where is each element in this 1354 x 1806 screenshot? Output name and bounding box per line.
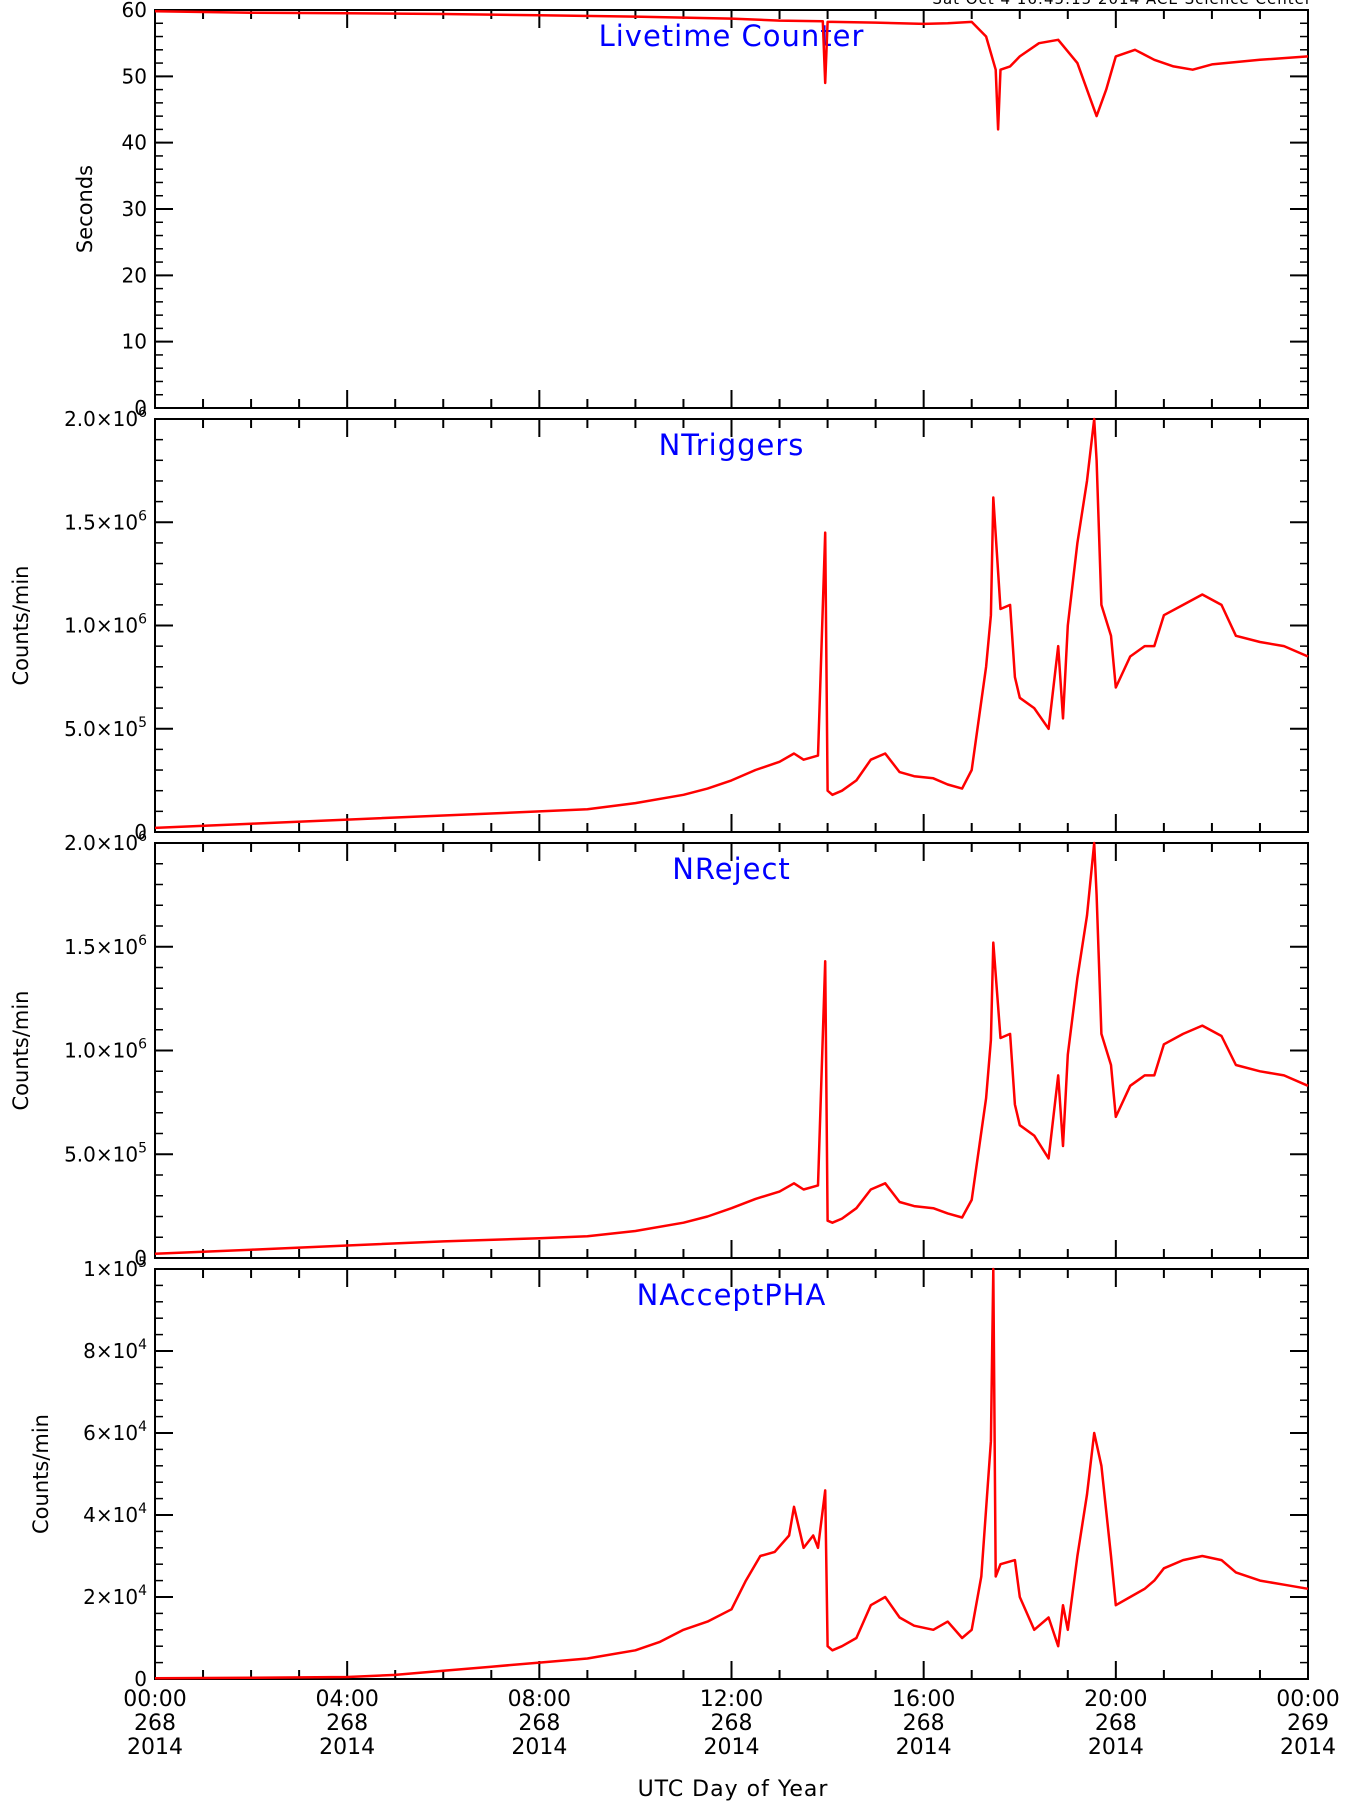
series-line — [154, 1267, 1309, 1680]
x-tick-label: 2014 — [1088, 1735, 1144, 1760]
y-tick-label: 1×105 — [83, 1255, 147, 1281]
series-line — [154, 417, 1309, 830]
panel-title: NReject — [672, 852, 791, 886]
panel-title: NTriggers — [659, 428, 805, 462]
x-tick-label: 2014 — [127, 1735, 183, 1760]
plot-frame — [154, 1268, 1309, 1680]
x-tick-label: 268 — [134, 1711, 176, 1736]
header-timestamp: Sat Oct 4 16:45:15 2014 ACE Science Cent… — [932, 0, 1312, 8]
y-tick-label: 5.0×105 — [64, 1140, 147, 1166]
y-tick-label: 6×104 — [83, 1419, 147, 1445]
x-tick-label: 00:00 — [1276, 1687, 1339, 1712]
y-axis-label: Counts/min — [29, 1414, 53, 1534]
series-line — [154, 841, 1309, 1256]
panel-title: Livetime Counter — [599, 19, 865, 53]
y-tick-label: 8×104 — [83, 1337, 147, 1363]
y-tick-label: 40 — [122, 131, 147, 155]
y-tick-label: 2×104 — [83, 1583, 147, 1609]
y-tick-label: 2.0×106 — [64, 405, 147, 431]
x-tick-label: 268 — [326, 1711, 368, 1736]
y-tick-label: 1.0×106 — [64, 612, 147, 638]
x-tick-label: 12:00 — [700, 1687, 763, 1712]
y-tick-label: 1.5×106 — [64, 933, 147, 959]
y-tick-label: 0 — [134, 396, 147, 420]
chart-panel-2: 0 5.0×105 1.0×106 1.5×106 2.0×106 Counts/min N… — [9, 405, 1309, 844]
y-axis-label: Seconds — [73, 165, 97, 253]
y-tick-label: 10 — [122, 330, 147, 354]
x-tick-label: 2014 — [319, 1735, 375, 1760]
chart-panel-3: 0 5.0×105 1.0×106 1.5×106 2.0×106 Counts/min N… — [9, 829, 1309, 1270]
y-axis-label: Counts/min — [9, 991, 33, 1111]
y-tick-label: 0 — [134, 1667, 147, 1691]
y-axis-label: Counts/min — [9, 566, 33, 686]
chart-panel-4: 0 2×104 4×104 6×104 8×104 1×105 Counts/min NAcc… — [29, 1255, 1309, 1691]
y-tick-label: 0 — [134, 820, 147, 844]
x-axis-label: UTC Day of Year — [638, 1777, 829, 1802]
x-tick-label: 269 — [1287, 1711, 1329, 1736]
x-tick-label: 00:00 — [123, 1687, 186, 1712]
x-tick-label: 268 — [518, 1711, 560, 1736]
plot-frame — [154, 418, 1309, 833]
panel-title: NAcceptPHA — [637, 1278, 827, 1312]
y-tick-label: 5.0×105 — [64, 715, 147, 741]
y-tick-label: 1.5×106 — [64, 508, 147, 534]
x-tick-label: 08:00 — [508, 1687, 571, 1712]
x-tick-label: 2014 — [1280, 1735, 1336, 1760]
x-tick-label: 2014 — [704, 1735, 760, 1760]
chart-panel-1: 0 10 20 30 40 50 60 Seconds Livetime Counter — [73, 0, 1309, 420]
plot-frame — [154, 9, 1309, 409]
x-tick-label: 268 — [903, 1711, 945, 1736]
y-tick-label: 20 — [122, 263, 147, 287]
x-tick-label: 268 — [1095, 1711, 1137, 1736]
series-line — [154, 10, 1309, 131]
x-tick-label: 268 — [711, 1711, 753, 1736]
x-tick-label: 20:00 — [1084, 1687, 1147, 1712]
y-tick-label: 2.0×106 — [64, 829, 147, 855]
y-tick-label: 4×104 — [83, 1501, 147, 1527]
x-tick-label: 2014 — [511, 1735, 567, 1760]
y-tick-label: 1.0×106 — [64, 1037, 147, 1063]
y-tick-label: 0 — [134, 1246, 147, 1270]
plot-frame — [154, 842, 1309, 1259]
x-tick-label: 04:00 — [315, 1687, 378, 1712]
x-tick-label: 16:00 — [892, 1687, 955, 1712]
y-tick-label: 60 — [122, 0, 147, 22]
y-tick-label: 50 — [122, 64, 147, 88]
x-tick-label: 2014 — [896, 1735, 952, 1760]
y-tick-label: 30 — [122, 197, 147, 221]
